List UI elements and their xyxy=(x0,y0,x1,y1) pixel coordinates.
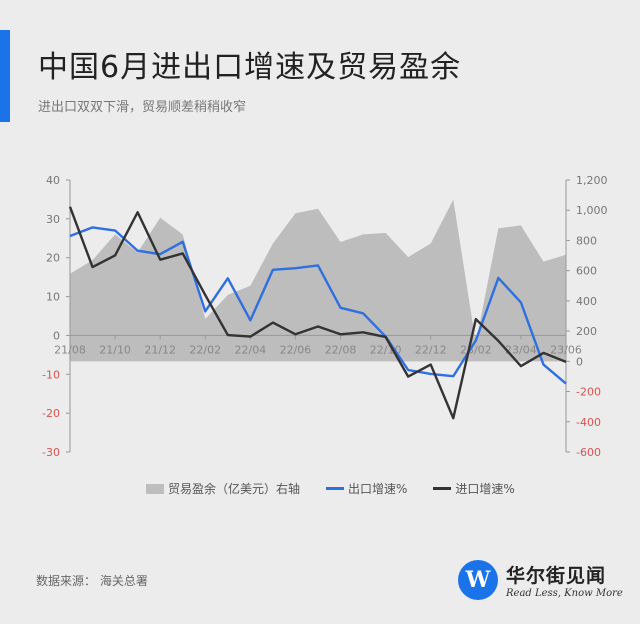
page-title: 中国6月进出口增速及贸易盈余 xyxy=(38,50,462,85)
right-tick-label: -400 xyxy=(576,416,601,429)
legend-label-surplus: 贸易盈余（亿美元）右轴 xyxy=(168,482,301,496)
right-tick-label: 0 xyxy=(576,355,583,368)
accent-bar xyxy=(0,30,10,122)
data-source: 数据来源： 海关总署 xyxy=(36,574,148,588)
brand-logo: W xyxy=(458,560,498,600)
legend-item-import: 进口增速% xyxy=(433,480,515,497)
x-tick-label: 22/06 xyxy=(280,343,312,356)
x-tick-label: 23/02 xyxy=(460,343,492,356)
left-tick-label: 20 xyxy=(46,252,60,265)
right-tick-label: 1,000 xyxy=(576,204,608,217)
left-tick-label: -10 xyxy=(42,368,60,381)
legend-item-export: 出口增速% xyxy=(326,480,407,497)
right-tick-label: 1,200 xyxy=(576,174,608,187)
legend-label-import: 进口增速% xyxy=(455,482,515,496)
right-tick-label: 800 xyxy=(576,234,597,247)
x-tick-label: 23/04 xyxy=(505,343,537,356)
x-tick-label: 21/12 xyxy=(144,343,176,356)
left-tick-label: -20 xyxy=(42,407,60,420)
brand-slogan: Read Less, Know More xyxy=(506,588,623,599)
legend-swatch-surplus xyxy=(146,483,164,494)
brand-name: 华尔街见闻 xyxy=(506,565,607,587)
right-tick-label: 600 xyxy=(576,265,597,278)
x-tick-label: 21/10 xyxy=(99,343,131,356)
right-tick-label: 400 xyxy=(576,295,597,308)
import-growth-line xyxy=(68,206,567,420)
right-tick-label: -600 xyxy=(576,446,601,459)
x-tick-label: 22/04 xyxy=(235,343,267,356)
brand: W 华尔街见闻 Read Less, Know More xyxy=(458,560,623,600)
legend-label-export: 出口增速% xyxy=(348,482,408,496)
left-tick-label: -30 xyxy=(42,446,60,459)
page-subtitle: 进出口双双下滑，贸易顺差稍稍收窄 xyxy=(38,100,247,115)
left-tick-label: 30 xyxy=(46,213,60,226)
left-tick-label: 10 xyxy=(46,291,60,304)
export-growth-line xyxy=(69,226,567,385)
x-tick-label: 22/08 xyxy=(325,343,357,356)
x-tick-label: 23/06 xyxy=(550,343,582,356)
left-tick-label: 0 xyxy=(53,329,60,342)
chart-legend: 贸易盈余（亿美元）右轴 出口增速% 进口增速% xyxy=(146,480,541,497)
surplus-area xyxy=(70,199,566,362)
x-tick-label: 22/02 xyxy=(189,343,221,356)
x-tick-label: 22/12 xyxy=(415,343,447,356)
left-tick-label: 40 xyxy=(46,174,60,187)
legend-swatch-import xyxy=(433,487,452,490)
x-tick-label: 21/08 xyxy=(54,343,86,356)
legend-swatch-export xyxy=(326,487,345,490)
right-tick-label: 200 xyxy=(576,325,597,338)
right-tick-label: -200 xyxy=(576,386,601,399)
legend-item-surplus: 贸易盈余（亿美元）右轴 xyxy=(146,480,300,497)
